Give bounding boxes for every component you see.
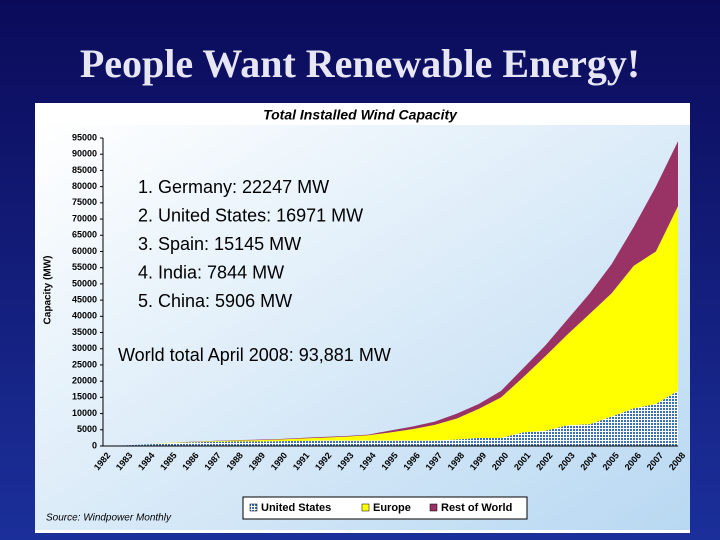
annotation: 3. Spain: 15145 MW <box>138 234 301 254</box>
annotation: 5. China: 5906 MW <box>138 291 292 311</box>
annotation: 2. United States: 16971 MW <box>138 205 363 225</box>
y-tick-label: 0 <box>92 440 97 450</box>
legend-label: Rest of World <box>441 502 512 514</box>
y-tick-label: 50000 <box>72 278 97 288</box>
y-tick-label: 40000 <box>72 311 97 321</box>
annotation: 4. India: 7844 MW <box>138 262 284 282</box>
y-tick-label: 65000 <box>72 230 97 240</box>
y-tick-label: 60000 <box>72 246 97 256</box>
y-tick-label: 20000 <box>72 376 97 386</box>
slide-title: People Want Renewable Energy! <box>80 41 640 86</box>
y-tick-label: 90000 <box>72 149 97 159</box>
y-tick-label: 85000 <box>72 165 97 175</box>
y-tick-label: 5000 <box>77 424 97 434</box>
total-note: World total April 2008: 93,881 MW <box>118 345 391 365</box>
area <box>103 206 678 446</box>
y-axis-label: Capacity (MW) <box>43 256 54 325</box>
legend-label: Europe <box>373 502 411 514</box>
plot: 0 5000 10000 15000 20000 25000 30000 35000 40000… <box>72 132 687 520</box>
y-tick-label: 95000 <box>72 132 97 142</box>
legend: United States Europe Rest of World <box>242 496 528 520</box>
chart-title: Total Installed Wind Capacity <box>263 107 458 123</box>
y-tick-label: 30000 <box>72 343 97 353</box>
y-tick-label: 70000 <box>72 213 97 223</box>
y-tick-label: 80000 <box>72 181 97 191</box>
y-tick-label: 15000 <box>72 392 97 402</box>
y-tick-label: 75000 <box>72 197 97 207</box>
y-tick-label: 10000 <box>72 408 97 418</box>
y-tick-label: 35000 <box>72 327 97 337</box>
legend-swatch <box>361 503 370 512</box>
source: Source: Windpower Monthly <box>46 513 172 524</box>
y-tick-label: 55000 <box>72 262 97 272</box>
legend-box <box>242 496 528 520</box>
annotation: 1. Germany: 22247 MW <box>138 177 329 197</box>
legend-swatch <box>249 503 258 512</box>
y-tick-label: 25000 <box>72 359 97 369</box>
legend-swatch <box>429 503 438 512</box>
legend-label: United States <box>261 502 331 514</box>
y-tick-label: 45000 <box>72 294 97 304</box>
area <box>103 390 678 446</box>
